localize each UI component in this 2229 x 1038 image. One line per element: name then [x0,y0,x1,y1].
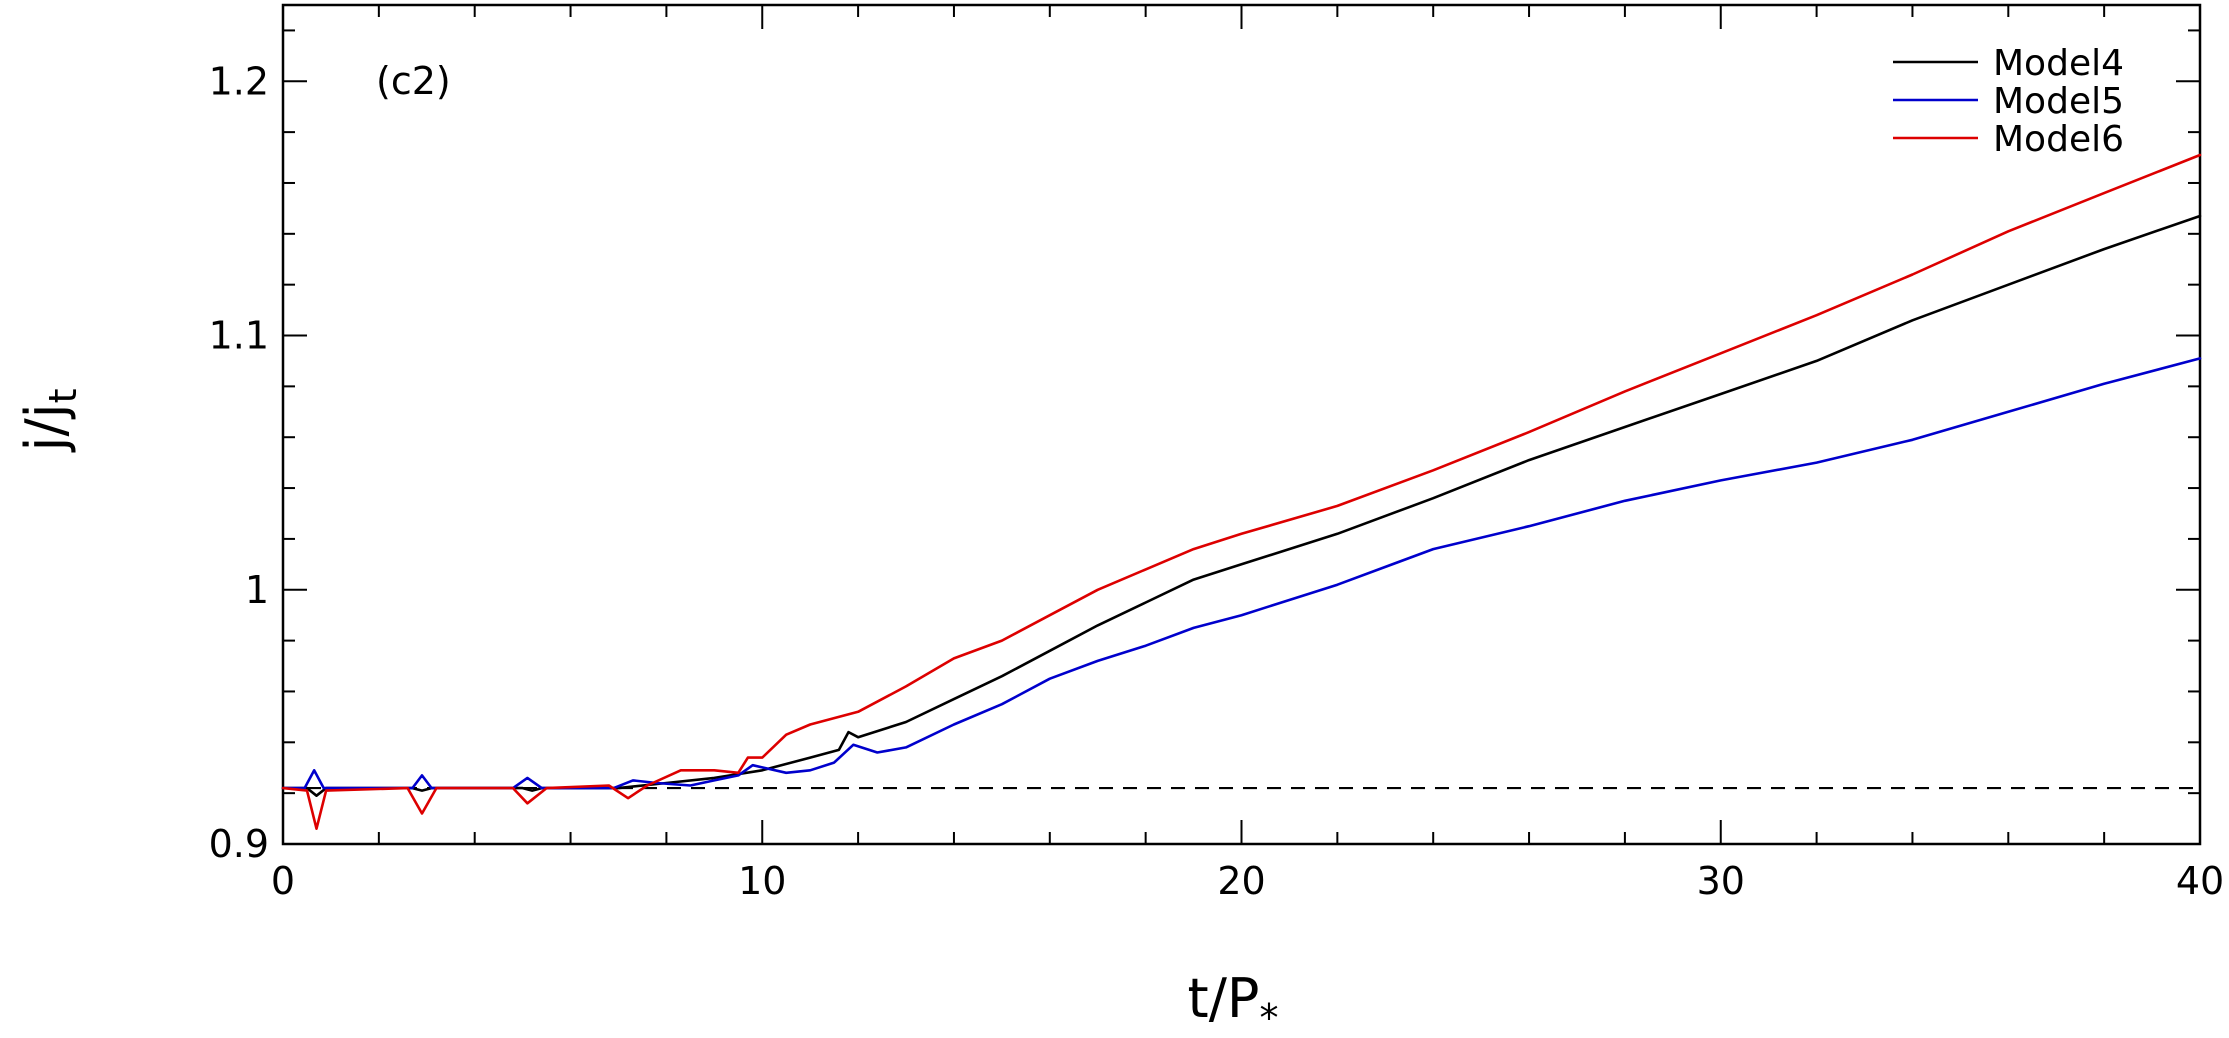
series-line-model4 [281,214,2202,798]
x-tick-label: 40 [2176,859,2224,903]
axis-ticks: 0 10 20 30 40 0.9 1 1.1 1.2 [209,5,2224,903]
y-tick-label: 1.1 [209,314,269,358]
x-tick-label: 0 [271,859,295,903]
series-line-model5 [281,357,2202,790]
y-axis-label-sub: t [41,388,85,403]
y-tick-label: 1 [245,568,269,612]
series-line-model6 [281,153,2202,831]
legend-label-model6: Model6 [1993,119,2124,160]
panel-label: (c2) [376,59,451,103]
y-axis-label: j/jt [14,388,85,452]
series-lines [281,153,2202,831]
y-axis-label-main: j/j [14,403,77,452]
plot-frame-rect [281,3,2202,846]
x-axis-label: t/P* [1188,967,1279,1038]
y-tick-label: 1.2 [209,59,269,103]
legend-label-model4: Model4 [1993,43,2124,84]
x-tick-label: 20 [1217,859,1265,903]
x-tick-label: 30 [1697,859,1745,903]
plot-frame [281,3,2202,846]
x-axis-label-sub: * [1259,996,1278,1038]
x-axis-label-main: t/P [1188,967,1260,1030]
y-tick-label: 0.9 [209,822,269,866]
legend-label-model5: Model5 [1993,81,2124,122]
x-tick-label: 10 [738,859,786,903]
